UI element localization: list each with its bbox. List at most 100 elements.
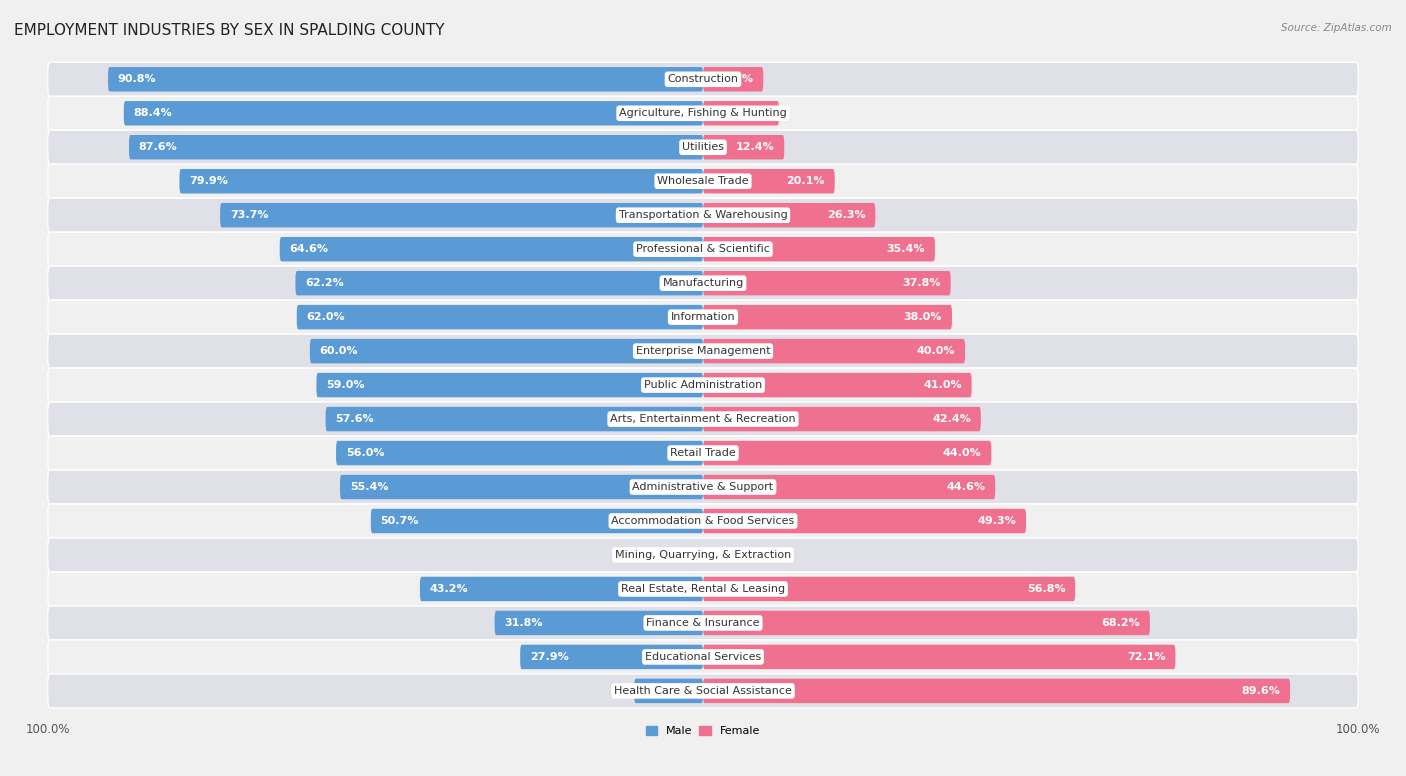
Text: 49.3%: 49.3% (977, 516, 1017, 526)
Text: 62.2%: 62.2% (305, 278, 344, 288)
FancyBboxPatch shape (703, 305, 952, 329)
FancyBboxPatch shape (297, 305, 703, 329)
Text: 62.0%: 62.0% (307, 312, 346, 322)
Text: EMPLOYMENT INDUSTRIES BY SEX IN SPALDING COUNTY: EMPLOYMENT INDUSTRIES BY SEX IN SPALDING… (14, 23, 444, 38)
Text: 79.9%: 79.9% (190, 176, 228, 186)
FancyBboxPatch shape (703, 101, 779, 126)
FancyBboxPatch shape (48, 165, 1358, 198)
Text: 50.7%: 50.7% (381, 516, 419, 526)
FancyBboxPatch shape (703, 475, 995, 499)
Text: 0.0%: 0.0% (669, 550, 697, 560)
Text: Finance & Insurance: Finance & Insurance (647, 618, 759, 628)
Text: 12.4%: 12.4% (735, 142, 775, 152)
Text: 40.0%: 40.0% (917, 346, 955, 356)
FancyBboxPatch shape (703, 577, 1076, 601)
FancyBboxPatch shape (703, 611, 1150, 636)
Text: Transportation & Warehousing: Transportation & Warehousing (619, 210, 787, 220)
Text: 42.4%: 42.4% (932, 414, 972, 424)
Text: Wholesale Trade: Wholesale Trade (657, 176, 749, 186)
Text: 59.0%: 59.0% (326, 380, 364, 390)
FancyBboxPatch shape (326, 407, 703, 431)
FancyBboxPatch shape (295, 271, 703, 296)
FancyBboxPatch shape (703, 67, 763, 92)
FancyBboxPatch shape (371, 509, 703, 533)
Text: 90.8%: 90.8% (118, 74, 156, 85)
FancyBboxPatch shape (703, 645, 1175, 669)
FancyBboxPatch shape (48, 402, 1358, 436)
Text: 27.9%: 27.9% (530, 652, 569, 662)
Text: 64.6%: 64.6% (290, 244, 329, 255)
Text: Manufacturing: Manufacturing (662, 278, 744, 288)
FancyBboxPatch shape (340, 475, 703, 499)
Text: 0.0%: 0.0% (709, 550, 737, 560)
Text: Utilities: Utilities (682, 142, 724, 152)
FancyBboxPatch shape (48, 572, 1358, 606)
FancyBboxPatch shape (48, 300, 1358, 334)
FancyBboxPatch shape (129, 135, 703, 160)
FancyBboxPatch shape (48, 62, 1358, 96)
Legend: Male, Female: Male, Female (641, 722, 765, 740)
Text: Arts, Entertainment & Recreation: Arts, Entertainment & Recreation (610, 414, 796, 424)
FancyBboxPatch shape (703, 203, 876, 227)
FancyBboxPatch shape (495, 611, 703, 636)
Text: 11.6%: 11.6% (731, 109, 769, 118)
Text: 44.0%: 44.0% (943, 448, 981, 458)
FancyBboxPatch shape (280, 237, 703, 262)
Text: Information: Information (671, 312, 735, 322)
FancyBboxPatch shape (124, 101, 703, 126)
Text: 56.8%: 56.8% (1026, 584, 1066, 594)
Text: Professional & Scientific: Professional & Scientific (636, 244, 770, 255)
FancyBboxPatch shape (48, 436, 1358, 470)
Text: 9.2%: 9.2% (723, 74, 754, 85)
Text: Educational Services: Educational Services (645, 652, 761, 662)
FancyBboxPatch shape (48, 266, 1358, 300)
FancyBboxPatch shape (634, 679, 703, 703)
Text: 37.8%: 37.8% (903, 278, 941, 288)
Text: Agriculture, Fishing & Hunting: Agriculture, Fishing & Hunting (619, 109, 787, 118)
Text: Accommodation & Food Services: Accommodation & Food Services (612, 516, 794, 526)
Text: 35.4%: 35.4% (887, 244, 925, 255)
FancyBboxPatch shape (703, 679, 1291, 703)
FancyBboxPatch shape (520, 645, 703, 669)
FancyBboxPatch shape (703, 135, 785, 160)
FancyBboxPatch shape (48, 198, 1358, 232)
FancyBboxPatch shape (703, 237, 935, 262)
Text: 26.3%: 26.3% (827, 210, 866, 220)
FancyBboxPatch shape (703, 372, 972, 397)
FancyBboxPatch shape (48, 96, 1358, 130)
Text: 31.8%: 31.8% (505, 618, 543, 628)
Text: Administrative & Support: Administrative & Support (633, 482, 773, 492)
Text: Retail Trade: Retail Trade (671, 448, 735, 458)
FancyBboxPatch shape (316, 372, 703, 397)
FancyBboxPatch shape (48, 674, 1358, 708)
FancyBboxPatch shape (703, 169, 835, 193)
Text: 87.6%: 87.6% (139, 142, 177, 152)
FancyBboxPatch shape (48, 640, 1358, 674)
Text: Public Administration: Public Administration (644, 380, 762, 390)
Text: Construction: Construction (668, 74, 738, 85)
Text: 60.0%: 60.0% (319, 346, 359, 356)
Text: Source: ZipAtlas.com: Source: ZipAtlas.com (1281, 23, 1392, 33)
FancyBboxPatch shape (48, 470, 1358, 504)
FancyBboxPatch shape (703, 407, 981, 431)
FancyBboxPatch shape (703, 339, 965, 363)
Text: 55.4%: 55.4% (350, 482, 388, 492)
Text: Mining, Quarrying, & Extraction: Mining, Quarrying, & Extraction (614, 550, 792, 560)
FancyBboxPatch shape (48, 538, 1358, 572)
Text: 89.6%: 89.6% (1241, 686, 1281, 696)
Text: 20.1%: 20.1% (786, 176, 825, 186)
FancyBboxPatch shape (48, 368, 1358, 402)
FancyBboxPatch shape (221, 203, 703, 227)
Text: Real Estate, Rental & Leasing: Real Estate, Rental & Leasing (621, 584, 785, 594)
FancyBboxPatch shape (703, 271, 950, 296)
Text: 43.2%: 43.2% (430, 584, 468, 594)
FancyBboxPatch shape (180, 169, 703, 193)
Text: Health Care & Social Assistance: Health Care & Social Assistance (614, 686, 792, 696)
FancyBboxPatch shape (48, 606, 1358, 640)
FancyBboxPatch shape (309, 339, 703, 363)
FancyBboxPatch shape (336, 441, 703, 466)
Text: 68.2%: 68.2% (1101, 618, 1140, 628)
FancyBboxPatch shape (48, 130, 1358, 165)
Text: 38.0%: 38.0% (904, 312, 942, 322)
Text: 73.7%: 73.7% (231, 210, 269, 220)
